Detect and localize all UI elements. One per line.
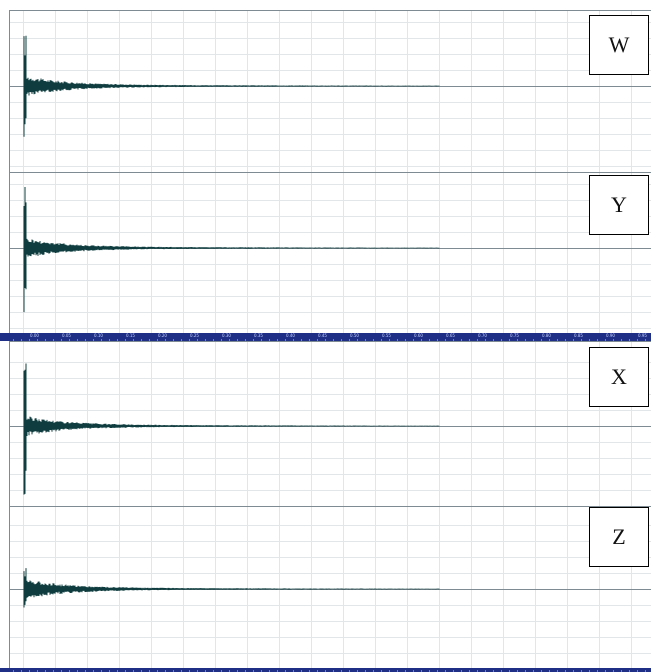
waveform-path [23,568,440,608]
ruler-label: 0.20 [158,333,167,338]
channel-label-y: Y [589,175,649,235]
track-x[interactable] [10,341,651,507]
grid-lines [10,173,651,334]
track-y[interactable] [10,172,651,334]
track-z[interactable] [10,506,651,669]
ruler-label: 0.40 [286,333,295,338]
time-ruler-bottom[interactable] [0,668,651,672]
waveform-path [23,35,440,137]
waveform-y [10,173,651,334]
waveform-w [10,11,651,173]
ruler-label: 0.15 [126,333,135,338]
ruler-label: 0.85 [574,333,583,338]
ruler-label: 0.00 [30,333,39,338]
ruler-label: 0.65 [446,333,455,338]
ruler-label: 0.90 [606,333,615,338]
channel-label-x: X [589,347,649,407]
ruler-label: 0.50 [350,333,359,338]
ruler-label: 0.25 [190,333,199,338]
ruler-label: 0.30 [222,333,231,338]
ruler-label: 0.55 [382,333,391,338]
ruler-label: 0.75 [510,333,519,338]
ruler-label: 0.35 [254,333,263,338]
ruler-ticks-top [13,339,646,341]
ruler-label: 0.95 [638,333,647,338]
ruler-label: 0.10 [94,333,103,338]
time-ruler-top[interactable]: 0.00 0.05 0.10 0.15 0.20 0.25 0.30 0.35 0.40 0.45… [0,333,651,341]
channel-label-z: Z [589,507,649,567]
ruler-label: 0.45 [318,333,327,338]
ruler-label: 0.80 [542,333,551,338]
ruler-label: 0.70 [478,333,487,338]
ruler-label: 0.60 [414,333,423,338]
waveform-x [10,342,651,507]
ruler-label: 0.05 [62,333,71,338]
ruler-ticks-bottom [13,670,646,672]
left-border [9,10,10,672]
waveform-path [23,187,440,313]
channel-label-w: W [589,15,649,75]
track-w[interactable] [10,10,651,173]
grid-lines [10,11,651,173]
waveform-path [23,363,440,495]
waveform-z [10,507,651,669]
